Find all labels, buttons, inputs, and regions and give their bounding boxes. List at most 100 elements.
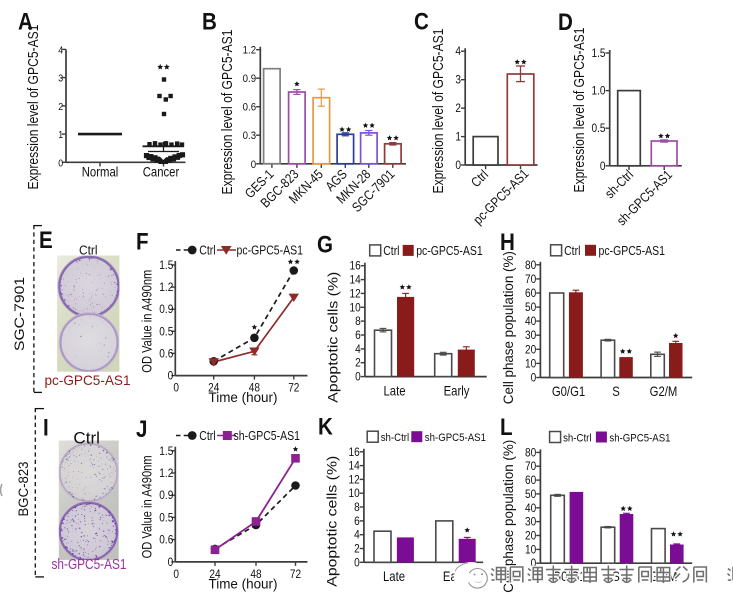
svg-text:0: 0 <box>531 557 537 570</box>
svg-text:0.3: 0.3 <box>243 129 257 142</box>
svg-text:2: 2 <box>355 357 361 370</box>
svg-text:OD Value in A490nm: OD Value in A490nm <box>140 455 155 558</box>
svg-text:0: 0 <box>168 556 174 569</box>
svg-text:Expression level of GPC5-AS1: Expression level of GPC5-AS1 <box>219 30 236 195</box>
svg-text:L: L <box>500 413 513 440</box>
svg-text:pc-GPC5-AS1: pc-GPC5-AS1 <box>599 245 665 258</box>
svg-text:10: 10 <box>525 544 536 557</box>
svg-text:Time (hour): Time (hour) <box>209 390 278 405</box>
svg-text:1.0: 1.0 <box>591 85 605 98</box>
svg-text:16: 16 <box>348 446 359 459</box>
svg-text:20: 20 <box>525 530 536 543</box>
svg-text:3: 3 <box>58 73 63 85</box>
svg-text:10: 10 <box>525 358 536 371</box>
svg-text:Apoptotic cells (%): Apoptotic cells (%) <box>325 272 340 403</box>
svg-text:F: F <box>136 228 149 255</box>
svg-text:48: 48 <box>249 382 260 395</box>
svg-text:BGC-823: BGC-823 <box>15 461 31 516</box>
svg-text:14: 14 <box>348 460 359 473</box>
svg-text:12: 12 <box>349 288 360 301</box>
svg-text:8: 8 <box>355 315 361 328</box>
svg-text:D: D <box>558 8 573 35</box>
svg-text:6: 6 <box>354 515 360 528</box>
svg-text:72: 72 <box>288 382 299 395</box>
svg-text:10: 10 <box>349 302 360 315</box>
svg-text:Early: Early <box>444 384 471 399</box>
svg-text:Late: Late <box>383 384 405 399</box>
svg-text:2: 2 <box>455 102 461 115</box>
svg-text:1: 1 <box>455 131 461 144</box>
svg-text:Ctrl: Ctrl <box>73 429 100 448</box>
svg-text:C: C <box>414 8 429 35</box>
svg-text:S: S <box>612 384 620 399</box>
svg-text:3: 3 <box>455 74 461 87</box>
svg-text:40: 40 <box>525 502 536 515</box>
svg-text:4: 4 <box>455 45 461 58</box>
svg-text:0: 0 <box>173 568 179 581</box>
svg-text:S: S <box>612 569 620 584</box>
svg-text:1.2: 1.2 <box>159 467 173 480</box>
svg-text:K: K <box>318 413 333 440</box>
svg-text:30: 30 <box>525 329 536 342</box>
svg-text:0.9: 0.9 <box>243 72 257 85</box>
svg-text:80: 80 <box>525 447 536 460</box>
svg-text:2: 2 <box>58 101 63 113</box>
svg-text:0: 0 <box>173 382 179 395</box>
svg-text:1.5: 1.5 <box>159 445 173 458</box>
svg-text:sh-GPC5-AS1: sh-GPC5-AS1 <box>52 556 127 573</box>
svg-text:Ctrl: Ctrl <box>383 245 399 258</box>
svg-text:1.2: 1.2 <box>243 44 257 57</box>
svg-text:B: B <box>202 8 217 35</box>
svg-text:Ctrl: Ctrl <box>199 430 215 443</box>
svg-text:60: 60 <box>525 287 536 300</box>
svg-text:0: 0 <box>58 158 63 170</box>
svg-text:10: 10 <box>348 487 359 500</box>
svg-text:4: 4 <box>355 343 361 356</box>
svg-text:2: 2 <box>354 543 360 556</box>
svg-text:G2/M: G2/M <box>650 384 678 399</box>
svg-text:0: 0 <box>251 158 256 171</box>
svg-text:sh-GPC5-AS1: sh-GPC5-AS1 <box>234 430 300 443</box>
svg-text:0.9: 0.9 <box>159 489 173 502</box>
svg-text:Ctrl: Ctrl <box>199 245 215 258</box>
svg-text:I: I <box>43 414 49 441</box>
svg-text:0.9: 0.9 <box>159 303 173 316</box>
svg-text:Ctrl: Ctrl <box>564 245 580 258</box>
svg-text:4: 4 <box>354 529 360 542</box>
svg-text:Expression level of GPC5-AS1: Expression level of GPC5-AS1 <box>430 29 447 194</box>
svg-text:0: 0 <box>600 160 606 173</box>
svg-text:Time (hour): Time (hour) <box>209 576 278 591</box>
svg-text:Apoptotic cells (%): Apoptotic cells (%) <box>324 456 339 587</box>
svg-text:72: 72 <box>290 568 301 581</box>
svg-text:G0/G1: G0/G1 <box>552 384 585 399</box>
svg-text:16: 16 <box>349 260 360 273</box>
svg-text:0: 0 <box>531 372 537 385</box>
svg-text:Ctrl: Ctrl <box>79 244 98 258</box>
svg-text:sh-Ctrl: sh-Ctrl <box>381 431 409 444</box>
svg-text:0.6: 0.6 <box>159 348 173 361</box>
svg-text:J: J <box>136 415 147 442</box>
svg-text:70: 70 <box>525 460 536 473</box>
svg-text:G: G <box>317 231 333 258</box>
svg-text:OD Value in A490nm: OD Value in A490nm <box>140 270 155 373</box>
svg-text:0: 0 <box>354 557 360 570</box>
svg-text:0: 0 <box>455 159 461 172</box>
svg-text:sh-GPC5-AS1: sh-GPC5-AS1 <box>425 431 486 444</box>
svg-text:50: 50 <box>525 488 536 501</box>
svg-text:60: 60 <box>525 474 536 487</box>
svg-text:4: 4 <box>58 45 63 57</box>
svg-text:70: 70 <box>525 273 536 286</box>
svg-text:pc-GPC5-AS1: pc-GPC5-AS1 <box>45 372 131 388</box>
svg-text:E: E <box>39 226 53 253</box>
svg-text:8: 8 <box>354 501 360 514</box>
svg-text:Cancer: Cancer <box>143 165 180 180</box>
svg-text:Late: Late <box>383 569 405 584</box>
svg-text:Cell phase population (%): Cell phase population (%) <box>501 251 516 404</box>
svg-text:40: 40 <box>525 315 536 328</box>
svg-text:1: 1 <box>58 129 63 141</box>
svg-text:pc-GPC5-AS1: pc-GPC5-AS1 <box>416 245 482 258</box>
svg-text:30: 30 <box>525 516 536 529</box>
svg-text:0.5: 0.5 <box>159 326 173 339</box>
svg-text:sh-Ctrl: sh-Ctrl <box>563 432 591 445</box>
svg-text:1.5: 1.5 <box>159 259 173 272</box>
